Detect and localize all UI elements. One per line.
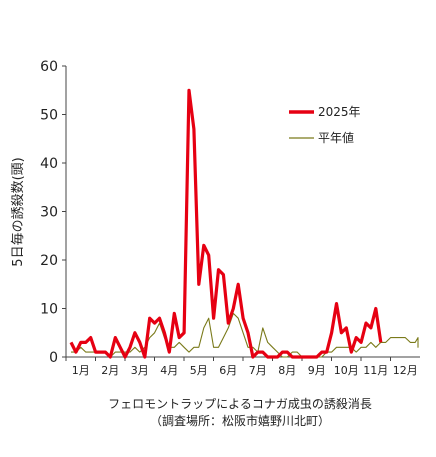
legend-label-average: 平年値 [318, 130, 354, 145]
x-tick-label: 9月 [308, 364, 326, 377]
x-tick-label: 4月 [160, 364, 178, 377]
series-layer [69, 88, 419, 359]
y-tick-label: 20 [40, 253, 58, 269]
series-line-average [71, 312, 419, 358]
legend: 2025年 平年値 [289, 105, 361, 145]
legend-label-2025: 2025年 [318, 105, 361, 119]
x-tick-label: 3月 [131, 364, 149, 377]
y-ticks: 0 10 20 30 40 50 60 [40, 59, 66, 366]
y-tick-label: 30 [40, 205, 58, 221]
y-axis-label: 5日毎の誘殺数(頭) [10, 157, 26, 266]
y-tick-label: 60 [40, 59, 58, 75]
caption-title: フェロモントラップによるコナガ成虫の誘殺消長 [108, 397, 372, 411]
x-tick-label: 6月 [219, 364, 237, 377]
x-tick-label: 8月 [278, 364, 296, 377]
caption-location: （調査場所：松阪市嬉野川北町） [149, 414, 330, 428]
y-tick-label: 40 [40, 156, 58, 172]
x-tick-label: 11月 [363, 364, 388, 377]
x-tick-label: 1月 [72, 364, 90, 377]
x-tick-label: 2月 [101, 364, 119, 377]
y-tick-label: 0 [49, 350, 58, 366]
x-ticks: 1月 2月 3月 4月 5月 6月 7月 8月 9月 10月 11月 12月 [65, 357, 418, 377]
y-tick-label: 10 [40, 302, 58, 318]
x-tick-label: 12月 [393, 364, 418, 377]
x-tick-label: 10月 [334, 364, 359, 377]
x-tick-label: 7月 [249, 364, 267, 377]
y-tick-label: 50 [40, 108, 58, 124]
series-line-2025 [69, 88, 383, 359]
x-tick-label: 5月 [190, 364, 208, 377]
